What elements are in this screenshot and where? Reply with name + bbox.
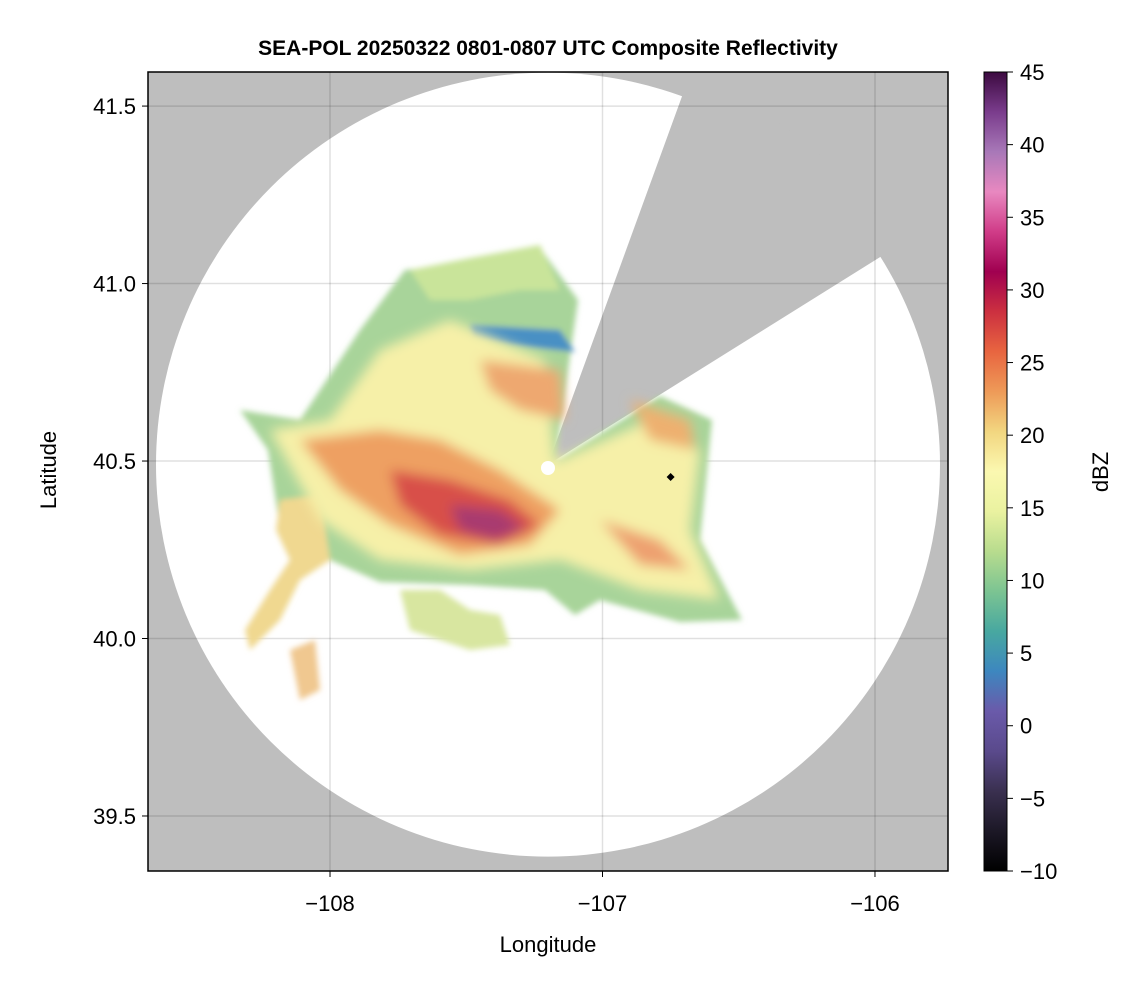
x-tick-label: −107 [578, 891, 628, 916]
colorbar-ticks: −10 −5 0 5 10 15 20 25 30 35 40 45 [1007, 60, 1057, 884]
echo-magenta-core [450, 505, 525, 540]
colorbar-label: dBZ [1088, 452, 1113, 492]
colorbar-tick-label: 45 [1020, 60, 1044, 85]
blocked-sector [548, 77, 898, 465]
colorbar-tick-label: 35 [1020, 205, 1044, 230]
echo-far-sw [290, 640, 320, 700]
y-tick-label: 41.0 [93, 272, 136, 297]
colorbar-tick-label: 30 [1020, 278, 1044, 303]
y-tick-label: 41.5 [93, 94, 136, 119]
colorbar-tick-label: 10 [1020, 568, 1044, 593]
y-tick-label: 39.5 [93, 804, 136, 829]
colorbar [983, 71, 1008, 872]
colorbar-tick-label: 15 [1020, 496, 1044, 521]
echo-orange-se [600, 520, 690, 570]
y-tick-label: 40.0 [93, 627, 136, 652]
x-tick-label: −108 [305, 891, 355, 916]
y-tick-label: 40.5 [93, 449, 136, 474]
colorbar-tick-label: −10 [1020, 859, 1057, 884]
echo-north [410, 245, 560, 300]
colorbar-tick-label: 25 [1020, 351, 1044, 376]
colorbar-tick-label: 5 [1020, 641, 1032, 666]
reflectivity-echoes [240, 245, 742, 700]
x-axis: −108 −107 −106 [305, 871, 900, 916]
colorbar-tick-label: 0 [1020, 714, 1032, 739]
colorbar-tick-label: −5 [1020, 786, 1045, 811]
colorbar-tick-label: 40 [1020, 133, 1044, 158]
echo-yellow [270, 320, 720, 600]
y-axis: 39.5 40.0 40.5 41.0 41.5 [93, 94, 148, 829]
x-tick-label: −106 [850, 891, 900, 916]
echo-orange-north [480, 360, 565, 420]
plot-frame [147, 71, 949, 872]
echo-south-cells [400, 590, 510, 650]
colorbar-tick-label: 20 [1020, 423, 1044, 448]
chart-title: SEA-POL 20250322 0801-0807 UTC Composite… [258, 37, 838, 60]
echo-blue-band [470, 325, 575, 352]
y-axis-label: Latitude [36, 431, 61, 509]
station-marker-diamond [666, 473, 675, 482]
radar-site [541, 461, 555, 475]
echo-southwest-cells [245, 495, 330, 650]
echo-orange-east [630, 400, 695, 450]
x-axis-label: Longitude [500, 932, 597, 957]
